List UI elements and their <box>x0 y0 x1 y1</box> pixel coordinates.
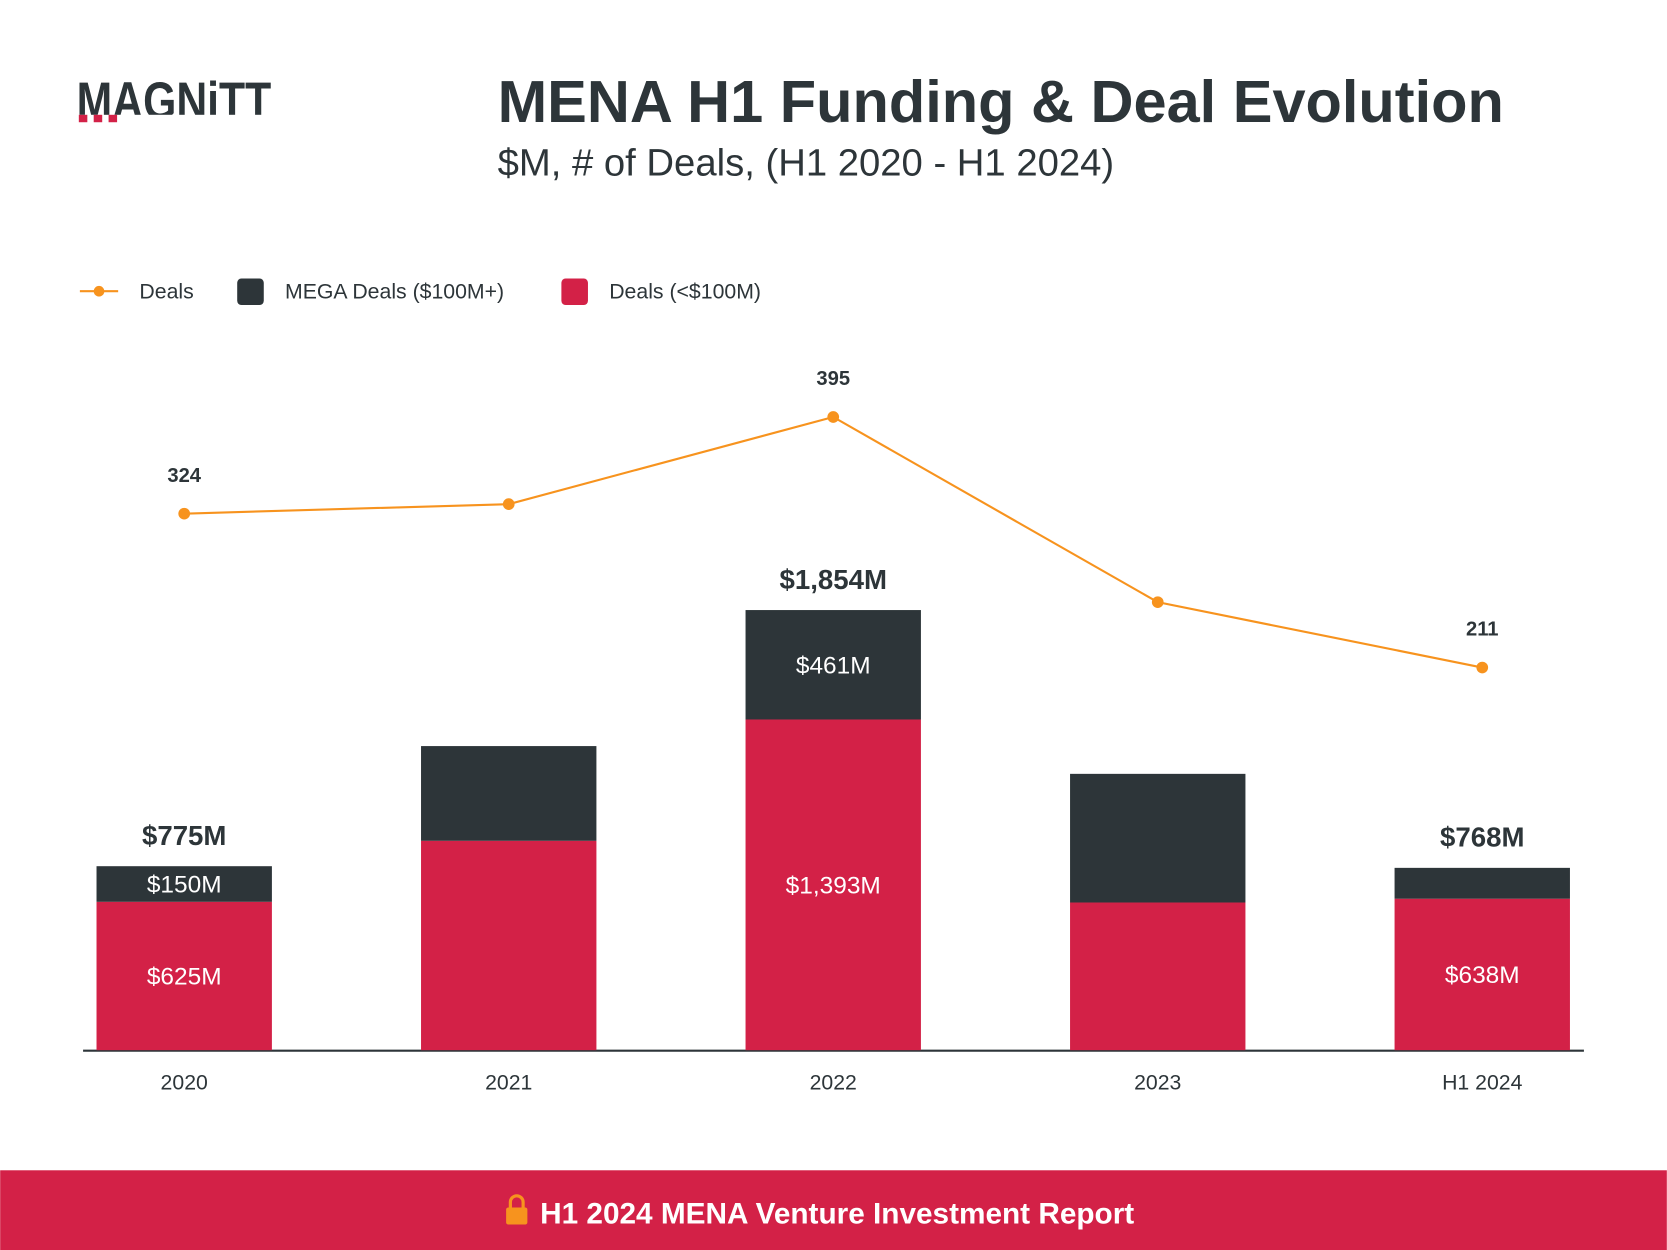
line-marker <box>502 498 515 510</box>
line-value-label: 324 <box>167 465 201 487</box>
value-label: $638M <box>1445 962 1520 989</box>
legend-label: Deals (<$100M) <box>609 280 761 304</box>
chart-subtitle: $M, # of Deals, (H1 2020 - H1 2024) <box>498 141 1115 184</box>
bar-segment <box>1394 867 1570 899</box>
bar-segment <box>745 610 921 720</box>
line-marker <box>1151 596 1164 609</box>
x-tick-label: 2020 <box>161 1070 208 1094</box>
x-tick-label: H1 2024 <box>1442 1070 1523 1094</box>
line-marker <box>1476 661 1489 674</box>
value-label: $1,393M <box>786 872 881 899</box>
total-label: $768M <box>1440 822 1524 853</box>
logo-mark <box>93 114 103 123</box>
line-value-label: 395 <box>816 368 850 390</box>
legend-swatch <box>561 278 588 306</box>
bar-segment <box>1070 773 1246 903</box>
line-marker <box>178 507 191 520</box>
bar-segment <box>421 746 597 841</box>
x-tick-label: 2021 <box>485 1070 532 1094</box>
footer-band <box>0 1170 1667 1250</box>
value-label: $625M <box>147 963 222 990</box>
chart-title: MENA H1 Funding & Deal Evolution <box>498 68 1504 135</box>
bar-segment <box>745 719 921 1051</box>
lock-icon <box>506 1194 528 1225</box>
bar-segment <box>1394 898 1570 1051</box>
line-value-label: 211 <box>1466 619 1499 641</box>
legend-label: Deals <box>139 280 193 304</box>
bar-segment <box>96 866 272 902</box>
value-label: $461M <box>796 652 871 679</box>
logo-mark <box>78 114 88 123</box>
total-label: $1,854M <box>779 564 887 595</box>
legend-swatch <box>237 278 264 306</box>
logo-mark <box>108 114 118 123</box>
value-label: $150M <box>147 872 222 899</box>
x-tick-label: 2023 <box>1134 1070 1181 1094</box>
legend-label: MEGA Deals ($100M+) <box>285 280 504 304</box>
x-tick-label: 2022 <box>810 1070 857 1094</box>
logo-stripe <box>76 114 272 123</box>
total-label: $775M <box>142 820 226 851</box>
footer-text: H1 2024 MENA Venture Investment Report <box>540 1197 1134 1230</box>
bar-segment <box>421 840 597 1051</box>
legend-marker <box>93 285 105 297</box>
bar-segment <box>1070 902 1246 1051</box>
line-marker <box>827 411 840 423</box>
bar-segment <box>96 901 272 1051</box>
